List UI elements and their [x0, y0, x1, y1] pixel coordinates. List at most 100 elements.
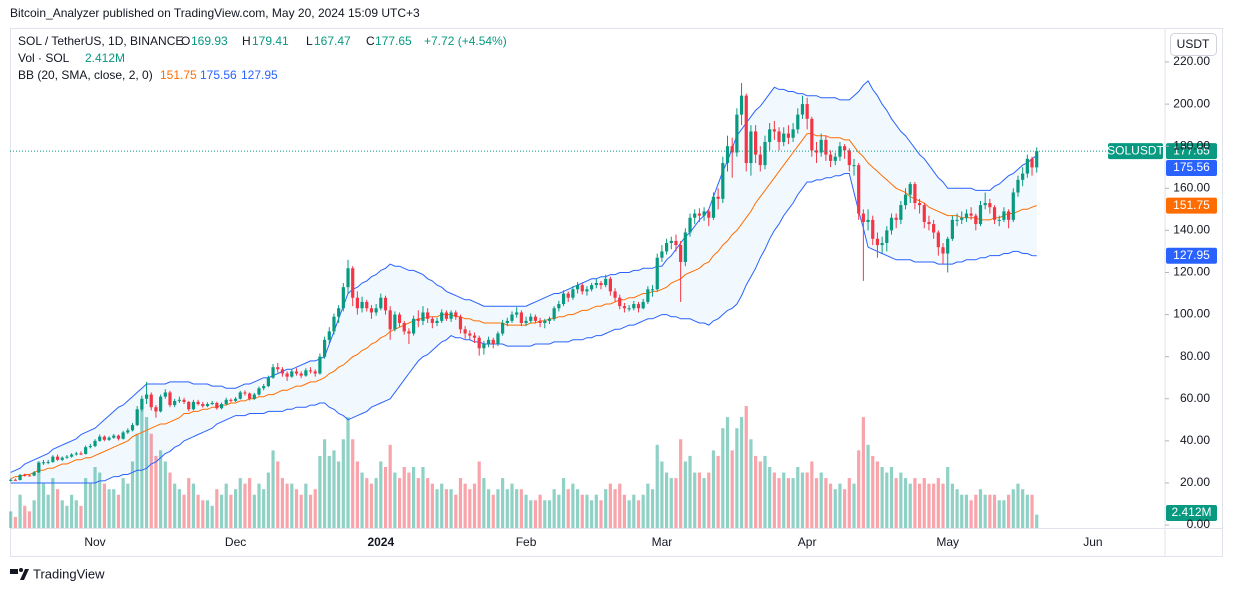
y-tick-label: 20.00 [1180, 475, 1210, 489]
candle-body [857, 165, 861, 214]
volume-bar [51, 478, 55, 528]
volume-bar [416, 478, 420, 528]
last-price-badge: 177.65 [1173, 143, 1210, 157]
candle-body [266, 377, 270, 387]
volume-bar [327, 455, 331, 528]
volume-bar [660, 461, 664, 528]
candle-body [1021, 173, 1025, 180]
logo-mark [20, 569, 29, 580]
candle-body [758, 154, 762, 166]
volume-bar [543, 500, 547, 528]
volume-bar [828, 483, 833, 528]
candle-body [941, 247, 945, 254]
bb-basis-badge: 151.75 [1173, 198, 1210, 212]
candle-body [177, 399, 181, 401]
candle-body [65, 456, 69, 458]
volume-bar [561, 478, 566, 528]
candle-body [697, 213, 701, 216]
y-tick-label: 160.00 [1173, 180, 1210, 194]
candle-body [969, 213, 973, 216]
volume-badge-bg [1166, 505, 1217, 521]
candle-body [463, 329, 467, 334]
candle-body [1011, 192, 1015, 220]
candle-body [238, 392, 242, 399]
volume-bar [229, 494, 233, 528]
volume-bar [159, 450, 163, 528]
volume-bar [702, 478, 706, 528]
candle-body [276, 367, 280, 370]
currency-button[interactable] [1170, 33, 1217, 56]
volume-bar [955, 489, 959, 528]
volume-bar [79, 505, 83, 528]
volume-bar [233, 489, 238, 528]
volume-bar [201, 500, 205, 528]
candle-body [32, 472, 36, 476]
candle-body [369, 308, 374, 313]
currency-label[interactable]: USDT [1177, 37, 1210, 51]
candle-body [814, 150, 819, 153]
volume-bar [655, 444, 659, 528]
volume-bar [533, 500, 538, 528]
candle-body [543, 320, 547, 323]
legend-high-label: H [242, 34, 251, 48]
candle-body [88, 446, 92, 448]
y-tick-label: 180.00 [1173, 138, 1210, 152]
y-tick-label: 60.00 [1180, 391, 1210, 405]
volume-bar [140, 406, 144, 528]
volume-bar [524, 494, 528, 528]
volume-bar [978, 489, 983, 528]
candle-body [215, 402, 219, 409]
candle-body [838, 146, 842, 157]
candle-body [318, 356, 322, 374]
candle-body [201, 404, 205, 407]
volume-bar [547, 500, 552, 528]
volume-bar [18, 494, 22, 528]
volume-bar [552, 489, 556, 528]
candle-body [533, 316, 538, 321]
legend-open-label: O [181, 34, 190, 48]
volume-bar [27, 511, 32, 528]
volume-bar [477, 461, 481, 528]
candle-body [683, 232, 687, 262]
volume-bar [154, 455, 158, 528]
volume-bar [580, 494, 584, 528]
volume-bar [838, 483, 842, 528]
candle-body [27, 475, 32, 477]
candle-body [515, 312, 519, 315]
volume-bar [618, 483, 622, 528]
volume-bar [369, 483, 374, 528]
volume-bar [777, 478, 781, 528]
volume-bar [964, 494, 969, 528]
volume-bar [46, 494, 50, 528]
candle-body [646, 289, 650, 302]
candle-body [960, 217, 964, 220]
volume-bar [318, 455, 322, 528]
candle-body [674, 240, 678, 246]
candle-body [116, 435, 121, 439]
volume-bar [899, 472, 903, 528]
candle-body [229, 399, 233, 401]
volume-bar [819, 472, 823, 528]
volume-bar [84, 478, 88, 528]
volume-bar [515, 489, 519, 528]
volume-bar [697, 472, 701, 528]
volume-bar [585, 494, 589, 528]
legend-bb-label: BB (20, SMA, close, 2, 0) [18, 68, 153, 82]
candle-body [524, 320, 528, 323]
volume-bar [1011, 489, 1015, 528]
legend-bb-basis: 151.75 [160, 68, 197, 82]
candle-body [468, 333, 472, 336]
candle-body [810, 118, 814, 151]
candle-body [360, 301, 364, 309]
volume-bar [932, 483, 936, 528]
candle-body [866, 219, 870, 222]
volume-bar [74, 500, 78, 528]
candle-body [843, 146, 847, 151]
volume-bar [613, 489, 617, 528]
volume-bar [852, 483, 856, 528]
bb-lower-badge-bg [1166, 247, 1217, 264]
candle-body [444, 312, 449, 319]
candle-body [964, 213, 969, 218]
y-tick-label: 40.00 [1180, 433, 1210, 447]
candle-body [140, 398, 144, 410]
